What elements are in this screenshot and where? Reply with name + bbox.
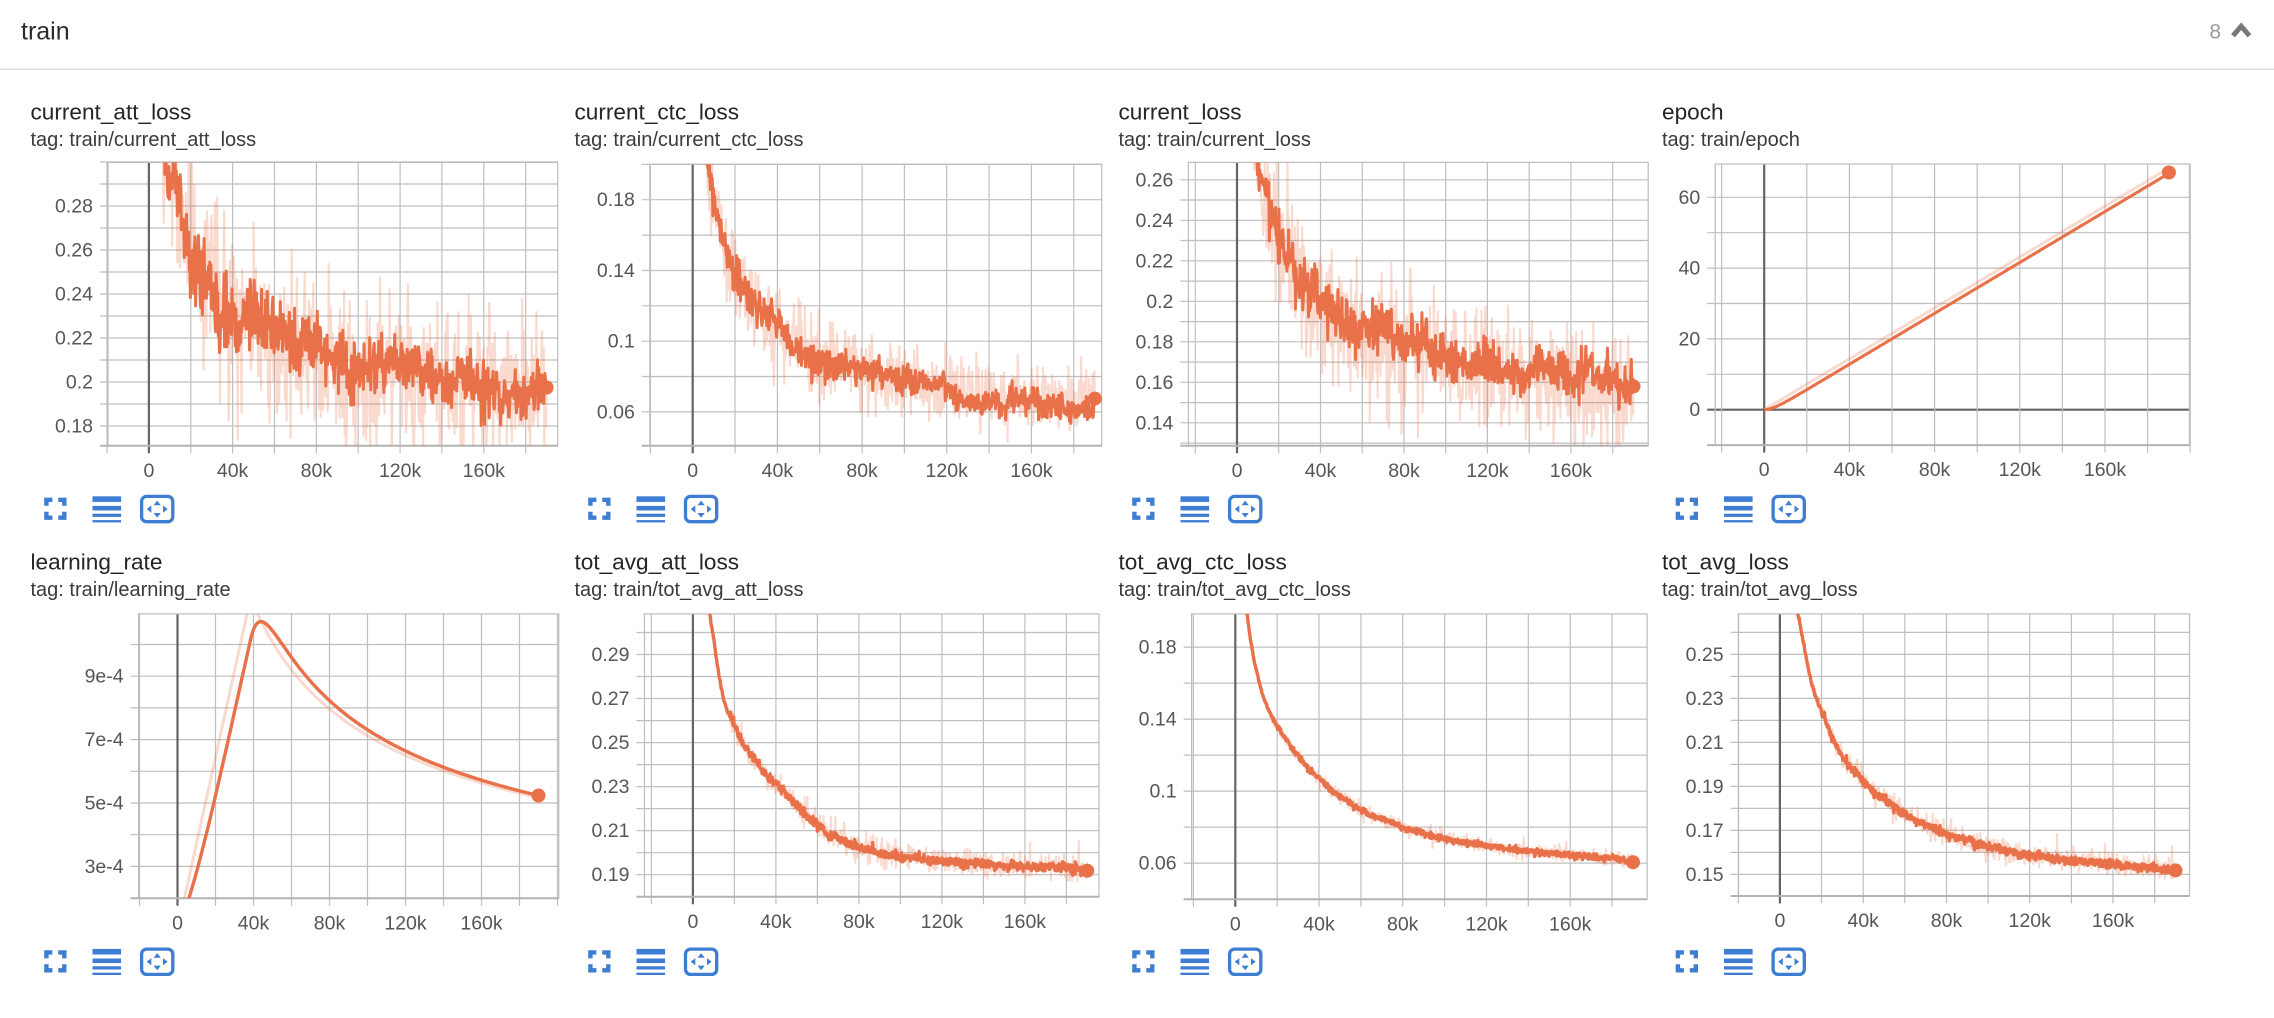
svg-text:7e-4: 7e-4 xyxy=(85,729,124,751)
svg-text:80k: 80k xyxy=(1387,913,1419,935)
svg-text:tot_avg_att_loss: tot_avg_att_loss xyxy=(575,550,740,575)
svg-text:0.16: 0.16 xyxy=(1135,372,1173,394)
svg-text:80k: 80k xyxy=(846,460,878,482)
svg-text:0.24: 0.24 xyxy=(55,284,93,306)
svg-text:120k: 120k xyxy=(2009,910,2052,932)
svg-text:0: 0 xyxy=(1759,459,1770,481)
svg-text:0.26: 0.26 xyxy=(55,240,93,262)
svg-text:120k: 120k xyxy=(384,912,427,934)
svg-text:0.15: 0.15 xyxy=(1686,864,1724,886)
svg-text:0.25: 0.25 xyxy=(592,732,630,754)
svg-text:0.18: 0.18 xyxy=(597,189,635,211)
svg-text:0.22: 0.22 xyxy=(1135,250,1173,272)
svg-text:epoch: epoch xyxy=(1662,100,1724,125)
svg-text:160k: 160k xyxy=(1004,911,1047,933)
svg-text:40k: 40k xyxy=(1303,913,1335,935)
svg-text:0.21: 0.21 xyxy=(592,820,630,842)
svg-text:0.22: 0.22 xyxy=(55,328,93,350)
svg-text:tag: train/current_att_loss: tag: train/current_att_loss xyxy=(31,129,257,151)
svg-text:0.25: 0.25 xyxy=(1686,644,1724,666)
svg-text:0.2: 0.2 xyxy=(66,372,93,394)
svg-text:120k: 120k xyxy=(926,460,969,482)
svg-text:160k: 160k xyxy=(460,912,503,934)
svg-text:0.14: 0.14 xyxy=(1135,412,1173,434)
svg-text:80k: 80k xyxy=(301,460,333,482)
svg-text:0: 0 xyxy=(172,912,183,934)
svg-text:40k: 40k xyxy=(1834,459,1866,481)
svg-text:0.18: 0.18 xyxy=(1139,637,1177,659)
svg-text:160k: 160k xyxy=(1549,913,1592,935)
svg-text:0.19: 0.19 xyxy=(1686,776,1724,798)
svg-text:0.18: 0.18 xyxy=(1135,331,1173,353)
svg-text:160k: 160k xyxy=(1010,460,1053,482)
svg-text:40: 40 xyxy=(1678,258,1700,280)
svg-text:120k: 120k xyxy=(1999,459,2042,481)
svg-text:current_ctc_loss: current_ctc_loss xyxy=(575,100,740,125)
svg-text:tag: train/tot_avg_ctc_loss: tag: train/tot_avg_ctc_loss xyxy=(1119,579,1351,601)
svg-text:80k: 80k xyxy=(1931,910,1963,932)
svg-text:80k: 80k xyxy=(843,911,875,933)
svg-text:160k: 160k xyxy=(2092,910,2135,932)
svg-text:120k: 120k xyxy=(921,911,964,933)
svg-text:40k: 40k xyxy=(762,460,794,482)
svg-text:60: 60 xyxy=(1678,187,1700,209)
svg-text:5e-4: 5e-4 xyxy=(85,793,124,815)
svg-text:tot_avg_loss: tot_avg_loss xyxy=(1662,550,1789,575)
svg-text:0.29: 0.29 xyxy=(592,644,630,666)
svg-text:tot_avg_ctc_loss: tot_avg_ctc_loss xyxy=(1119,550,1287,575)
svg-text:40k: 40k xyxy=(1305,460,1337,482)
svg-text:40k: 40k xyxy=(217,460,249,482)
svg-text:0: 0 xyxy=(1689,399,1700,421)
svg-text:tag: train/tot_avg_att_loss: tag: train/tot_avg_att_loss xyxy=(575,579,804,601)
svg-text:80k: 80k xyxy=(314,912,346,934)
svg-text:0.06: 0.06 xyxy=(597,401,635,423)
svg-text:0.06: 0.06 xyxy=(1139,853,1177,875)
svg-text:9e-4: 9e-4 xyxy=(85,666,124,688)
svg-text:current_loss: current_loss xyxy=(1119,100,1242,125)
svg-text:0.19: 0.19 xyxy=(592,864,630,886)
svg-text:0.17: 0.17 xyxy=(1686,820,1724,842)
svg-text:tag: train/current_loss: tag: train/current_loss xyxy=(1119,129,1311,151)
svg-text:0.21: 0.21 xyxy=(1686,732,1724,754)
svg-text:current_att_loss: current_att_loss xyxy=(31,100,192,125)
svg-text:120k: 120k xyxy=(1466,460,1509,482)
svg-text:0.28: 0.28 xyxy=(55,196,93,218)
svg-text:0: 0 xyxy=(143,460,154,482)
svg-text:tag: train/learning_rate: tag: train/learning_rate xyxy=(31,579,231,601)
svg-text:0: 0 xyxy=(687,911,698,933)
svg-text:0.23: 0.23 xyxy=(1686,688,1724,710)
svg-text:0: 0 xyxy=(1232,460,1243,482)
svg-text:80k: 80k xyxy=(1388,460,1420,482)
svg-text:tag: train/tot_avg_loss: tag: train/tot_avg_loss xyxy=(1662,579,1858,601)
svg-text:40k: 40k xyxy=(760,911,792,933)
svg-text:120k: 120k xyxy=(379,460,422,482)
svg-text:0.26: 0.26 xyxy=(1135,169,1173,191)
svg-text:0.1: 0.1 xyxy=(608,331,635,353)
svg-text:tag: train/current_ctc_loss: tag: train/current_ctc_loss xyxy=(575,129,804,151)
svg-text:train: train xyxy=(21,18,70,46)
svg-text:0.24: 0.24 xyxy=(1135,210,1173,232)
svg-text:40k: 40k xyxy=(238,912,270,934)
svg-text:8: 8 xyxy=(2209,21,2221,44)
svg-text:0.27: 0.27 xyxy=(592,688,630,710)
svg-text:0.14: 0.14 xyxy=(1139,709,1177,731)
svg-text:tag: train/epoch: tag: train/epoch xyxy=(1662,129,1800,151)
svg-text:160k: 160k xyxy=(2084,459,2127,481)
svg-text:160k: 160k xyxy=(1550,460,1593,482)
svg-text:0.14: 0.14 xyxy=(597,260,635,282)
svg-text:20: 20 xyxy=(1678,328,1700,350)
svg-text:0: 0 xyxy=(1774,910,1785,932)
svg-text:80k: 80k xyxy=(1919,459,1951,481)
svg-text:learning_rate: learning_rate xyxy=(31,550,163,575)
svg-text:160k: 160k xyxy=(463,460,506,482)
svg-text:3e-4: 3e-4 xyxy=(85,856,124,878)
svg-text:40k: 40k xyxy=(1847,910,1879,932)
svg-text:0.18: 0.18 xyxy=(55,416,93,438)
svg-text:0: 0 xyxy=(687,460,698,482)
svg-text:0.1: 0.1 xyxy=(1149,781,1176,803)
svg-text:0.2: 0.2 xyxy=(1146,291,1173,313)
svg-text:120k: 120k xyxy=(1465,913,1508,935)
svg-text:0.23: 0.23 xyxy=(592,776,630,798)
svg-text:0: 0 xyxy=(1230,913,1241,935)
